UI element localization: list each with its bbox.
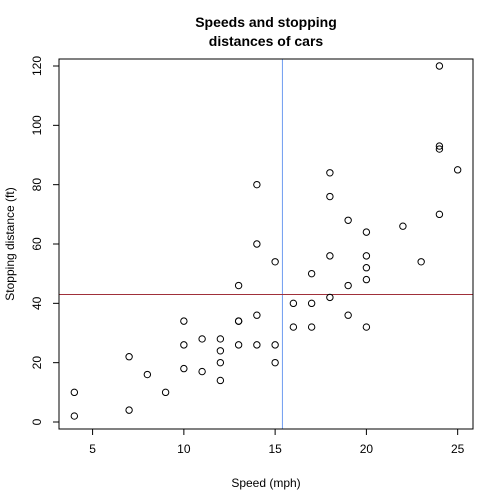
data-point	[344, 311, 352, 319]
data-point	[271, 341, 279, 349]
y-tick-label: 20	[30, 356, 44, 370]
data-point	[307, 269, 316, 278]
data-point	[362, 323, 371, 331]
data-point	[326, 293, 334, 302]
data-point	[198, 367, 206, 376]
x-tick-label: 15	[268, 442, 282, 456]
data-point	[253, 240, 261, 248]
data-point	[271, 358, 279, 367]
data-point	[198, 335, 206, 343]
chart-title-line-1: Speeds and stopping	[195, 14, 337, 30]
data-point	[362, 252, 371, 260]
y-tick-label: 120	[30, 56, 44, 76]
data-point	[289, 299, 298, 308]
data-point	[216, 347, 225, 355]
data-point	[399, 222, 407, 230]
data-point	[216, 335, 225, 343]
data-point	[326, 169, 334, 177]
chart-title-line-2: distances of cars	[209, 33, 324, 49]
data-point	[435, 142, 444, 150]
data-point	[143, 370, 152, 379]
data-point	[453, 166, 462, 174]
data-point	[271, 258, 279, 266]
x-axis-label: Speed (mph)	[231, 476, 300, 490]
data-point	[180, 317, 188, 325]
data-point	[307, 299, 316, 308]
y-tick-label: 0	[30, 418, 44, 425]
y-tick-label: 80	[30, 178, 44, 192]
data-point	[234, 281, 243, 290]
x-tick-label: 25	[451, 442, 465, 456]
data-point	[125, 353, 133, 361]
data-point	[70, 388, 79, 397]
data-point	[344, 216, 352, 224]
y-tick-label: 100	[30, 115, 44, 135]
data-point	[180, 341, 188, 349]
plot-area: 5 10 15 20 25 0 20 40 60 80 100 120	[30, 56, 473, 456]
data-point	[362, 228, 371, 236]
data-point	[326, 192, 334, 201]
data-point	[435, 145, 444, 153]
data-point	[216, 358, 225, 367]
y-tick-label: 40	[30, 296, 44, 310]
data-point	[234, 317, 243, 325]
data-point	[417, 258, 425, 266]
data-point	[70, 412, 79, 420]
data-point	[234, 341, 243, 349]
y-axis-label: Stopping distance (ft)	[3, 187, 17, 300]
data-point	[435, 210, 444, 219]
data-point	[216, 376, 225, 385]
x-tick-label: 20	[360, 442, 374, 456]
data-point	[161, 388, 170, 397]
data-point	[125, 406, 133, 414]
data-point	[289, 323, 298, 331]
data-point	[344, 281, 352, 290]
data-point	[307, 323, 316, 331]
plot-border	[58, 58, 474, 430]
data-point	[253, 180, 261, 189]
x-tick-label: 5	[89, 442, 96, 456]
data-point	[362, 264, 371, 272]
data-point	[253, 311, 261, 319]
data-point	[326, 252, 334, 260]
data-point	[362, 275, 371, 284]
y-tick-label: 60	[30, 237, 44, 251]
data-point	[435, 62, 444, 70]
x-tick-label: 10	[177, 442, 191, 456]
data-point	[180, 364, 188, 373]
data-point	[253, 341, 261, 349]
